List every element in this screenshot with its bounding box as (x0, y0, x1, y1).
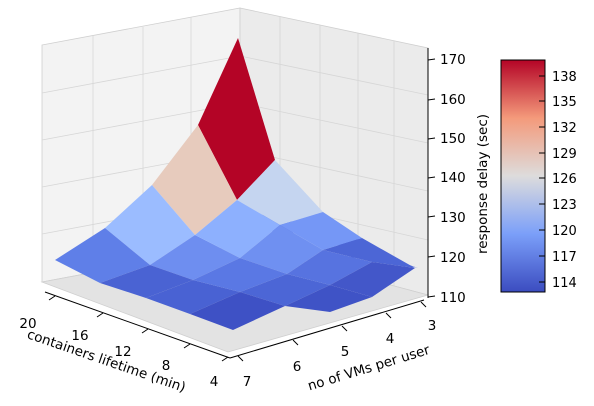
colorbar-tick-label: 129 (552, 147, 577, 162)
colorbar: 138 135 132 129 126 123 120 117 114 (500, 59, 577, 293)
surface-patch (323, 238, 415, 268)
x-tick-label: 8 (162, 358, 171, 374)
z-tick-label: 150 (440, 131, 466, 147)
y-axis-line (229, 299, 425, 359)
y-tick-label: 4 (386, 331, 395, 347)
axis-lines (44, 48, 429, 359)
colorbar-tick-label: 132 (552, 121, 577, 136)
surface-patch (240, 274, 330, 306)
surface-patch (193, 258, 287, 292)
z-tick-labels: 170 160 150 140 130 120 110 (440, 52, 466, 306)
surface-patch (150, 235, 240, 280)
y-axis-label: no of VMs per user (306, 342, 432, 394)
surface-patch (240, 225, 323, 274)
x-tick-label: 20 (19, 316, 36, 332)
colorbar-gradient (500, 59, 546, 293)
y-tick-label: 3 (428, 318, 437, 334)
surface-patch (195, 200, 280, 258)
y-tick-label: 6 (293, 359, 302, 375)
colorbar-tick-label: 117 (552, 250, 577, 265)
z-tick-label: 140 (440, 170, 466, 186)
y-tick-label: 5 (341, 344, 350, 360)
surface-patch (190, 292, 285, 330)
z-tick-label: 120 (440, 250, 466, 266)
colorbar-tick-label: 126 (552, 172, 577, 187)
x-tick-labels: 20 16 12 8 4 (19, 316, 218, 390)
surface-patch (330, 262, 415, 297)
surface-patch (237, 160, 323, 225)
x-axis-line (44, 291, 231, 359)
surface (55, 38, 418, 330)
axis-tick-marks (48, 58, 436, 362)
z-tick-label: 110 (440, 290, 466, 306)
z-tick-label: 160 (440, 92, 466, 108)
y-tick-labels: 7 6 5 4 3 (243, 318, 437, 390)
surface-patch (280, 212, 362, 250)
z-axis-label: response delay (sec) (475, 114, 491, 254)
x-tick-label: 12 (114, 344, 131, 360)
x-tick-label: 4 (210, 374, 219, 390)
surface-patch (146, 280, 240, 314)
surface-patch (100, 265, 193, 298)
surface-patch (55, 228, 150, 283)
surface-patch (285, 285, 372, 312)
colorbar-tick-label: 114 (552, 276, 577, 291)
colorbar-tick-marks (539, 75, 545, 283)
colorbar-tick-label: 138 (552, 70, 577, 85)
x-tick-label: 16 (71, 328, 88, 344)
colorbar-tick-label: 120 (552, 224, 577, 239)
surface-patch (198, 38, 275, 200)
colorbar-tick-label: 135 (552, 95, 577, 110)
surface-patch (152, 125, 237, 235)
surface-patch (105, 185, 195, 265)
surface-patch (287, 250, 372, 285)
z-tick-label: 170 (440, 52, 466, 68)
y-tick-label: 7 (243, 374, 252, 390)
z-tick-label: 130 (440, 210, 466, 226)
colorbar-tick-label: 123 (552, 198, 577, 213)
